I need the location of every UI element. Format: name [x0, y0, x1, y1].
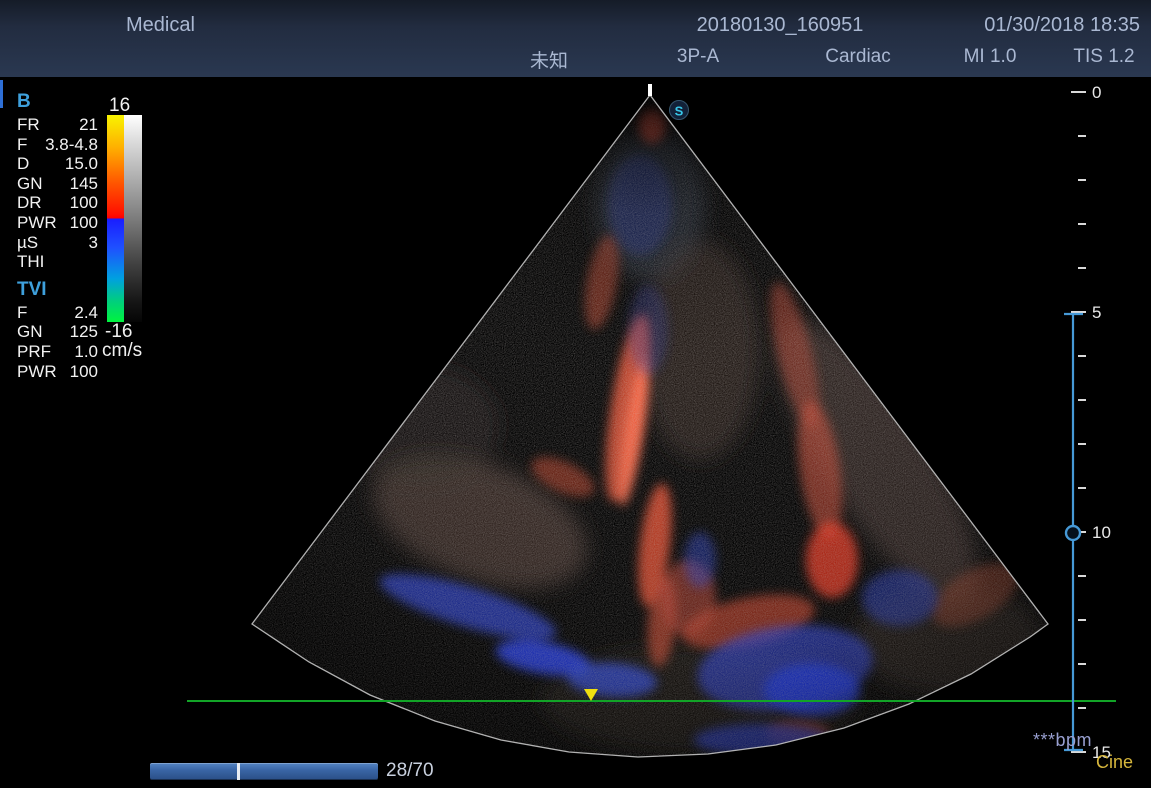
clinic-name: Medical [126, 14, 195, 36]
param-row-pwr: PWR 100 [17, 212, 98, 232]
ruler-major-ticks [1071, 91, 1086, 753]
depth-ruler: 0 5 10 15 [1064, 83, 1111, 762]
heart-rate-label: ***bpm [1033, 730, 1093, 750]
focus-marker-icon[interactable] [584, 689, 598, 701]
header-bar: Medical 20180130_160951 01/30/2018 18:35… [0, 0, 1151, 77]
colorbar-max-label: 16 [109, 95, 131, 116]
patient-name: 未知 [529, 51, 569, 72]
param-row-us: µS 3 [17, 232, 98, 252]
ruler-minor-ticks [1078, 135, 1086, 709]
left-edge-marker [0, 80, 3, 108]
cine-scrollbar[interactable] [150, 763, 378, 780]
sector-outline [251, 93, 1049, 758]
param-row-d: D 15.0 [17, 154, 98, 174]
param-row-dr: DR 100 [17, 193, 98, 213]
param-row-tvi-f: F 2.4 [17, 302, 98, 322]
depth-label-15: 15 [1092, 743, 1111, 762]
badge-letter: S [675, 104, 684, 119]
cine-position-marker[interactable] [237, 763, 240, 780]
mi-index: MI 1.0 [963, 46, 1017, 67]
probe-label: 3P-A [676, 46, 720, 67]
param-row-fr: FR 21 [17, 115, 98, 134]
depth-label-5: 5 [1092, 303, 1101, 322]
tis-index: TIS 1.2 [1073, 46, 1135, 67]
colorbar-min-label: -16 [105, 321, 133, 342]
cine-mode-label: Cine [1096, 752, 1134, 772]
param-row-thi: THI [17, 252, 45, 272]
grayscale-bar [124, 115, 142, 322]
b-mode-title: B [17, 91, 31, 112]
focus-depth-handle[interactable] [1064, 524, 1082, 542]
datetime-label: 01/30/2018 18:35 [984, 14, 1140, 36]
param-row-tvi-gn: GN 125 [17, 322, 98, 342]
depth-label-10: 10 [1092, 523, 1111, 542]
imaging-parameters-panel: B FR 21 F 3.8-4.8 D 15.0 GN 145 DR 100 PWR 100… [17, 91, 98, 381]
apex-orientation-marker [648, 84, 652, 96]
preset-label: Cardiac [825, 46, 891, 67]
param-row-f: F 3.8-4.8 [17, 134, 98, 154]
param-row-tvi-prf: PRF 1.0 [17, 341, 98, 361]
param-row-gn: GN 145 [17, 173, 98, 193]
study-id: 20180130_160951 [696, 14, 864, 36]
depth-label-0: 0 [1092, 83, 1101, 102]
probe-orientation-badge: S [669, 100, 689, 120]
colorbar-units: cm/s [102, 340, 143, 361]
frame-counter: 28/70 [386, 760, 434, 781]
velocity-colorbar [107, 115, 124, 322]
param-row-tvi-pwr: PWR 100 [17, 361, 98, 381]
tvi-title: TVI [17, 278, 47, 300]
